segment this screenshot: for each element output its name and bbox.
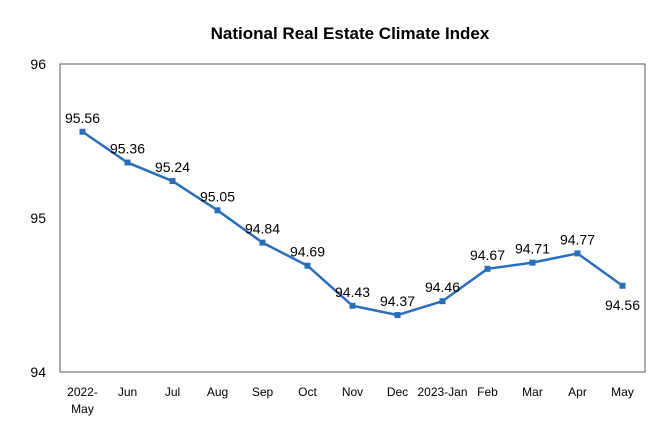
x-tick-label: Sep [252,385,274,399]
x-tick-label: Jul [165,385,180,399]
data-point-marker [619,282,626,289]
data-point-marker [529,259,536,266]
data-label: 95.05 [200,188,235,204]
data-label: 94.46 [425,279,460,295]
x-axis-ticks: 2022-May Jun Jul Aug Sep Oct Nov Dec 2023-Jan Feb… [67,385,634,416]
data-label: 94.71 [515,241,550,257]
data-labels: 95.56 95.36 95.24 95.05 94.84 94.69 94.43 94.37… [65,110,640,313]
data-label: 94.84 [245,221,280,237]
x-tick-label: Jun [118,385,137,399]
x-tick-label: Apr [568,385,587,399]
x-tick-label: Oct [298,385,317,399]
x-tick-label: Aug [207,385,228,399]
x-tick-label: Dec [387,385,408,399]
data-point-marker [304,262,311,269]
data-point-marker [484,265,491,272]
data-label: 94.43 [335,284,370,300]
x-tick-label: 2022-May [67,385,98,416]
x-tick-label: Feb [477,385,498,399]
y-tick-label: 96 [30,56,46,72]
data-label: 94.37 [380,293,415,309]
y-tick-label: 94 [30,364,46,380]
x-tick-label: May [611,385,634,399]
data-point-marker [169,178,176,185]
data-point-marker [439,298,446,305]
x-tick-label: Nov [342,385,363,399]
data-label: 94.56 [605,297,640,313]
x-tick-label: Mar [522,385,543,399]
data-label: 95.36 [110,141,145,157]
data-point-marker [349,302,356,309]
data-point-marker [574,250,581,257]
data-point-marker [214,207,221,214]
plot-area-frame [59,63,646,373]
data-label: 94.67 [470,247,505,263]
y-axis-ticks: 94 95 96 [30,56,46,380]
data-point-marker [259,239,266,246]
data-label: 95.56 [65,110,100,126]
x-tick-label: 2023-Jan [417,385,467,399]
data-label: 94.69 [290,244,325,260]
data-label: 94.77 [560,231,595,247]
data-label: 95.24 [155,159,190,175]
data-point-marker [394,312,401,319]
data-point-marker [124,159,131,166]
chart-title: National Real Estate Climate Index [211,24,490,43]
series-group [79,128,626,319]
data-point-marker [79,128,86,135]
y-tick-label: 95 [30,210,46,226]
